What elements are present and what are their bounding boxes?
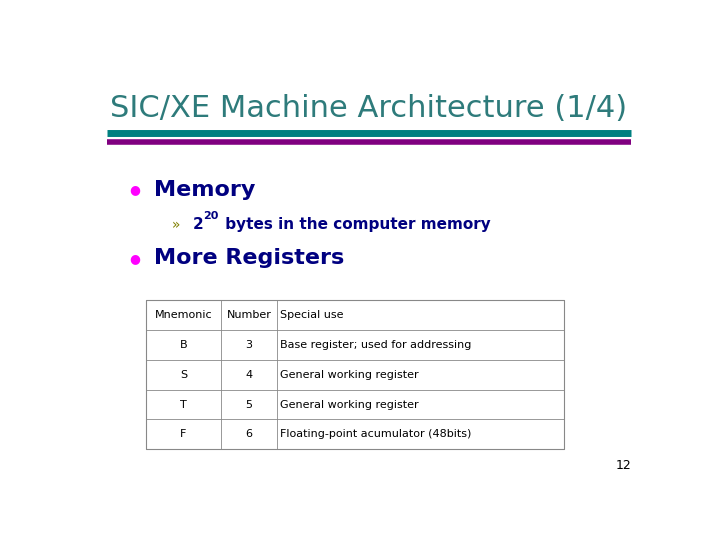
Text: bytes in the computer memory: bytes in the computer memory (220, 218, 491, 232)
Text: 12: 12 (616, 460, 631, 472)
Text: Number: Number (227, 310, 271, 320)
Text: 2: 2 (193, 218, 204, 232)
Text: 3: 3 (246, 340, 253, 349)
Text: ●: ● (129, 183, 140, 196)
Text: F: F (180, 429, 186, 440)
Text: B: B (180, 340, 187, 349)
Text: »: » (172, 218, 181, 232)
Text: 5: 5 (246, 400, 253, 409)
Text: S: S (180, 369, 187, 380)
Text: Mnemonic: Mnemonic (155, 310, 212, 320)
Text: ●: ● (129, 252, 140, 265)
Text: More Registers: More Registers (154, 248, 344, 268)
Text: Special use: Special use (280, 310, 343, 320)
Text: Floating-point acumulator (48bits): Floating-point acumulator (48bits) (280, 429, 471, 440)
Text: 4: 4 (246, 369, 253, 380)
Text: SIC/XE Machine Architecture (1/4): SIC/XE Machine Architecture (1/4) (110, 94, 628, 123)
Text: Memory: Memory (154, 179, 256, 200)
Text: T: T (180, 400, 186, 409)
Text: 20: 20 (203, 211, 219, 221)
Text: Base register; used for addressing: Base register; used for addressing (280, 340, 471, 349)
Text: General working register: General working register (280, 369, 418, 380)
Bar (145, 300, 564, 449)
Text: General working register: General working register (280, 400, 418, 409)
Text: 6: 6 (246, 429, 253, 440)
